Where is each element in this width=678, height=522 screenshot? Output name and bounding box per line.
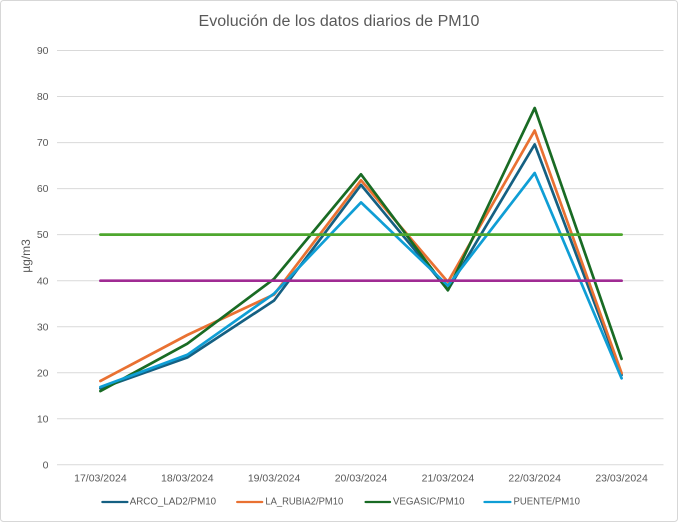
svg-text:23/03/2024: 23/03/2024 (595, 472, 648, 484)
svg-text:18/03/2024: 18/03/2024 (161, 472, 214, 484)
svg-text:20: 20 (37, 367, 49, 379)
svg-text:70: 70 (37, 137, 49, 149)
svg-text:21/03/2024: 21/03/2024 (422, 472, 475, 484)
svg-text:19/03/2024: 19/03/2024 (248, 472, 301, 484)
svg-text:30: 30 (37, 321, 49, 333)
svg-text:Evolución de los datos diarios: Evolución de los datos diarios de PM10 (199, 13, 480, 30)
svg-text:17/03/2024: 17/03/2024 (74, 472, 127, 484)
svg-text:80: 80 (37, 91, 49, 103)
svg-text:40: 40 (37, 275, 49, 287)
svg-text:50: 50 (37, 229, 49, 241)
svg-text:VEGASIC/PM10: VEGASIC/PM10 (393, 497, 465, 508)
svg-text:60: 60 (37, 183, 49, 195)
svg-text:22/03/2024: 22/03/2024 (508, 472, 561, 484)
svg-text:20/03/2024: 20/03/2024 (335, 472, 388, 484)
svg-text:ARCO_LAD2/PM10: ARCO_LAD2/PM10 (130, 497, 217, 508)
svg-text:µg/m3: µg/m3 (19, 239, 33, 273)
svg-text:PUENTE/PM10: PUENTE/PM10 (514, 497, 581, 508)
svg-text:10: 10 (37, 413, 49, 425)
svg-text:90: 90 (37, 45, 49, 57)
svg-text:LA_RUBIA2/PM10: LA_RUBIA2/PM10 (265, 497, 343, 508)
svg-text:0: 0 (43, 459, 49, 471)
